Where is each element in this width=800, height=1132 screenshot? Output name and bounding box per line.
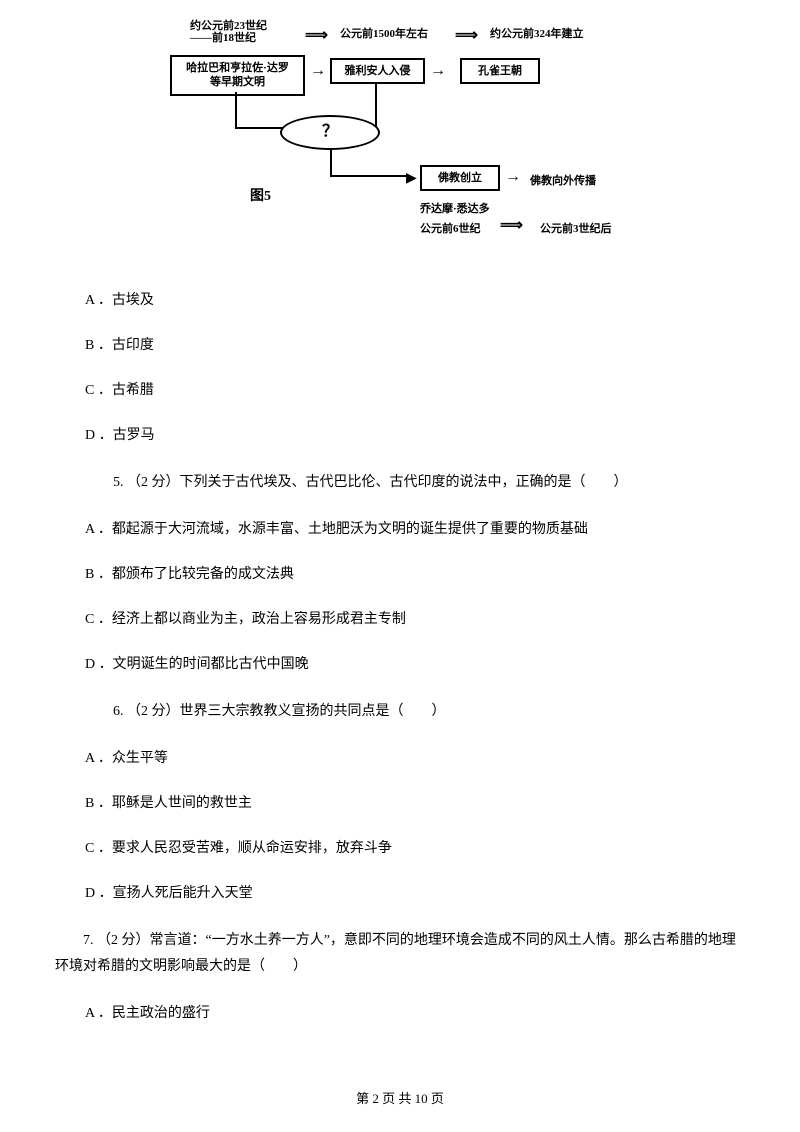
q6-option-d: D ．宣扬人死后能升入天堂 — [85, 883, 745, 904]
connector-line — [235, 127, 285, 129]
diagram: 约公元前23世纪——前18世纪 ⟹ 公元前1500年左右 ⟹ 约公元前324年建… — [170, 20, 630, 260]
q5-stem: 5. （2 分）下列关于古代埃及、古代巴比伦、古代印度的说法中，正确的是（ ） — [85, 470, 745, 495]
page-footer: 第 2 页 共 10 页 — [0, 1088, 800, 1107]
diagram-label-6thc: 公元前6世纪 — [420, 220, 481, 236]
diagram-box-aryan: 雅利安人入侵 — [330, 58, 425, 84]
q7-stem: 7. （2 分）常言道：“一方水土养一方人”，意即不同的地理环境会造成不同的风土… — [55, 928, 745, 978]
arrow-icon: ⟹ — [500, 215, 523, 235]
q4-option-a: A ．古埃及 — [85, 290, 745, 311]
q7-option-a: A ．民主政治的盛行 — [85, 1003, 745, 1024]
q5-option-d: D ．文明诞生的时间都比古代中国晚 — [85, 654, 745, 675]
diagram-label-era2: 公元前1500年左右 — [340, 25, 428, 41]
connector-line — [375, 82, 377, 127]
arrow-icon: ⟹ — [455, 25, 478, 45]
q4-option-c: C ．古希腊 — [85, 380, 745, 401]
arrow-icon: → — [505, 168, 521, 186]
connector-line — [330, 150, 332, 177]
q6-option-c: C ．要求人民忍受苦难，顺从命运安排，放弃斗争 — [85, 838, 745, 859]
diagram-label-spread: 佛教向外传播 — [530, 172, 596, 188]
q6-option-a: A ．众生平等 — [85, 748, 745, 769]
q4-option-b: B ．古印度 — [85, 335, 745, 356]
q5-option-c: C ．经济上都以商业为主，政治上容易形成君主专制 — [85, 609, 745, 630]
diagram-box-harappa: 哈拉巴和亨拉佐·达罗等早期文明 — [170, 55, 305, 96]
q5-option-a: A ．都起源于大河流域，水源丰富、土地肥沃为文明的诞生提供了重要的物质基础 — [85, 519, 745, 540]
figure-label: 图5 — [250, 185, 271, 205]
diagram-label-siddhartha: 乔达摩·悉达多 — [420, 200, 490, 216]
diagram-box-maurya: 孔雀王朝 — [460, 58, 540, 84]
arrow-icon: ▶ — [406, 170, 417, 187]
diagram-label-3rdc: 公元前3世纪后 — [540, 220, 612, 236]
diagram-label-era1: 约公元前23世纪——前18世纪 — [190, 20, 267, 44]
arrow-icon: → — [430, 62, 446, 80]
q6-option-b: B ．耶稣是人世间的救世主 — [85, 793, 745, 814]
arrow-icon: → — [310, 62, 326, 80]
q4-option-d: D ．古罗马 — [85, 425, 745, 446]
q6-stem: 6. （2 分）世界三大宗教教义宣扬的共同点是（ ） — [85, 699, 745, 724]
diagram-box-buddhism: 佛教创立 — [420, 165, 500, 191]
diagram-label-era3: 约公元前324年建立 — [490, 25, 584, 41]
connector-line — [330, 175, 410, 177]
diagram-oval-question: ？ — [280, 115, 380, 150]
q5-option-b: B ．都颁布了比较完备的成文法典 — [85, 564, 745, 585]
arrow-icon: ⟹ — [305, 25, 328, 45]
connector-line — [235, 92, 237, 127]
